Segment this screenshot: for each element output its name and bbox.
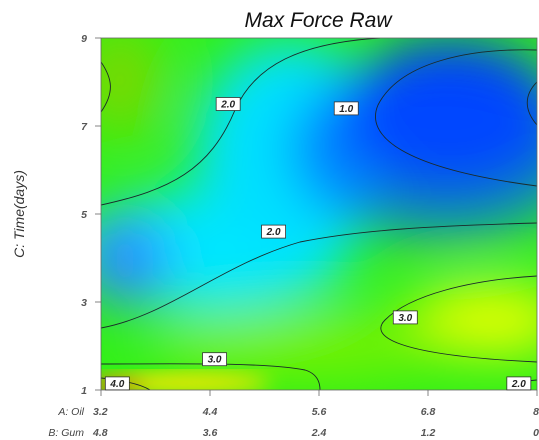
contour-label-text: 3.0 [208, 355, 222, 366]
contour-line-3.0-bottom [101, 363, 321, 390]
x-tick-label: 0 [533, 427, 539, 439]
contour-label-text: 2.0 [266, 227, 281, 238]
field-green-top-left [101, 38, 160, 135]
contour-line-3.0-right [380, 275, 537, 363]
x-tick-label: 6.8 [421, 406, 436, 418]
y-ticks: 1 3 5 7 9 [81, 33, 101, 397]
contour-line-1.0 [375, 49, 537, 187]
contour-label-box [506, 376, 532, 391]
contour-label: 2.0 [506, 376, 532, 391]
contour-label-box [215, 97, 241, 111]
contour-label-text: 4.0 [109, 379, 124, 390]
contour-label-box [202, 352, 227, 367]
contour-label: 1.0 [333, 101, 359, 116]
contour-label-box [104, 376, 130, 391]
x-tick-label: 3.6 [203, 427, 218, 439]
y-axis: 1 3 5 7 9 C: Time(days) [11, 33, 101, 397]
contour-label-text: 2.0 [220, 100, 235, 111]
x-tick-label: 3.2 [93, 406, 108, 418]
contour-label-text: 2.0 [511, 379, 526, 390]
contour-line-2.0-right-edge [526, 81, 537, 126]
x-tick-label: 8 [533, 406, 539, 418]
x-axis-label: B: Gum [48, 427, 84, 439]
contour-label: 2.0 [261, 224, 286, 239]
chart-title: Max Force Raw [244, 9, 393, 32]
y-tick-label: 3 [81, 297, 87, 309]
contour-label-box [392, 310, 418, 325]
contour-label-text: 1.0 [339, 104, 353, 115]
heatmap-field [101, 38, 537, 390]
y-axis-label: C: Time(days) [11, 170, 27, 258]
contour-labels: 1.0 2.0 2.0 2.0 3.0 3.0 4.0 [104, 97, 532, 391]
contour-line-2.0-middle [101, 222, 537, 329]
contour-label-text: 3.0 [398, 313, 412, 324]
y-tick-label: 1 [81, 385, 87, 397]
x-tick-label: 2.4 [311, 427, 327, 439]
x-tick-label: 4.8 [92, 427, 108, 439]
contour-label: 3.0 [392, 310, 418, 325]
field-blue-lobe-left [101, 215, 170, 305]
x-axis-label: A: Oil [57, 406, 84, 418]
contour-label: 3.0 [202, 352, 227, 367]
contour-label: 2.0 [215, 97, 241, 111]
y-tick-label: 7 [81, 121, 88, 133]
x-tick-label: 5.6 [312, 406, 327, 418]
contour-label-box [333, 101, 359, 116]
y-tick-label: 9 [81, 33, 87, 45]
x-tick-label: 4.4 [202, 406, 218, 418]
contour-label-box [261, 224, 286, 239]
contour-label: 4.0 [104, 376, 130, 391]
y-tick-label: 5 [81, 209, 87, 221]
contour-line-2.0-left-edge [101, 61, 111, 113]
x-axes: A: Oil 3.2 4.4 5.6 6.8 8 B: Gum 4.8 3.6 2.4 1.2 0 [48, 390, 539, 439]
x-tick-label: 1.2 [421, 427, 436, 439]
